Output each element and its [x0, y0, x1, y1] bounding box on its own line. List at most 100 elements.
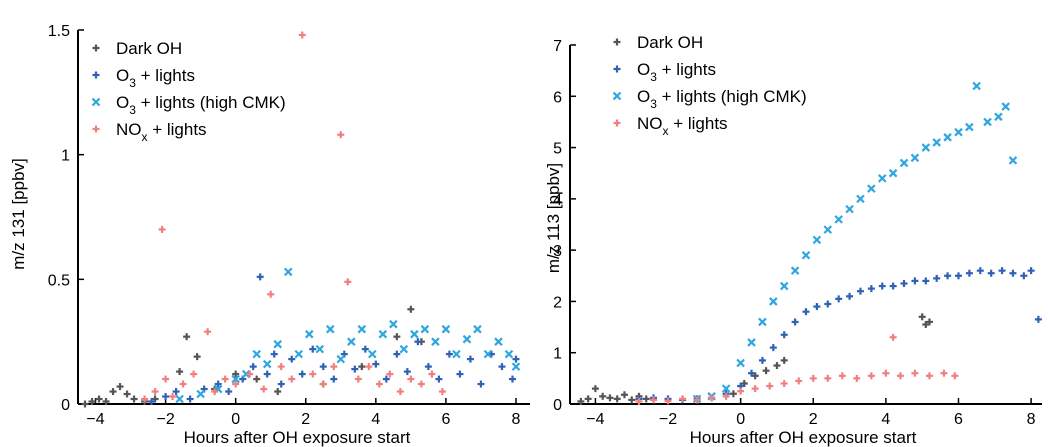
x-tick-label: −4 [586, 411, 604, 428]
data-point [169, 393, 177, 401]
data-point [910, 153, 920, 163]
legend-marker [613, 119, 621, 127]
data-point [823, 225, 833, 234]
data-point [846, 292, 854, 300]
y-tick-label: 0 [553, 397, 562, 414]
data-point [393, 333, 401, 341]
data-point [309, 345, 317, 353]
data-point [758, 317, 767, 327]
legend-marker [613, 38, 621, 46]
y-tick-label: 1 [553, 346, 562, 363]
data-point [762, 367, 770, 375]
data-point [922, 277, 930, 285]
data-point [246, 370, 254, 378]
x-tick-label: 0 [231, 411, 240, 428]
data-point [249, 363, 257, 371]
data-point [204, 328, 212, 336]
data-point [260, 385, 268, 393]
data-point [780, 331, 788, 339]
x-tick-label: −4 [86, 411, 104, 428]
data-point [943, 133, 952, 142]
legend-marker [92, 125, 100, 133]
data-point [252, 349, 261, 359]
legend-label: Dark OH [637, 33, 703, 52]
y-tick-label: 0 [61, 397, 70, 414]
data-point [410, 329, 419, 339]
x-axis-label-left: Hours after OH exposure start [184, 428, 411, 447]
data-point [262, 359, 272, 369]
data-point [428, 370, 436, 378]
series-3 [141, 31, 446, 403]
data-point [748, 369, 756, 377]
data-point [944, 272, 952, 280]
data-point [241, 369, 251, 379]
legend-item: NOx + lights [613, 114, 728, 138]
data-point [867, 184, 876, 193]
data-point [274, 388, 282, 396]
data-point [315, 344, 325, 354]
data-point [193, 353, 201, 361]
data-point [298, 370, 306, 378]
data-point [214, 380, 222, 388]
data-point [998, 267, 1006, 275]
series-2 [692, 81, 1018, 404]
data-point [577, 397, 585, 405]
data-point [151, 395, 159, 403]
data-point [221, 375, 229, 383]
data-point [635, 397, 643, 405]
data-point [965, 122, 974, 132]
y-tick-label: 1 [61, 148, 70, 165]
data-point [729, 390, 737, 398]
data-point [1001, 102, 1010, 111]
data-point [853, 374, 861, 382]
data-point [769, 344, 777, 352]
data-point [628, 396, 636, 404]
data-point [270, 350, 278, 358]
data-point [382, 375, 390, 383]
data-point [889, 333, 897, 341]
x-axis-label-right: Hours after OH exposure start [690, 428, 917, 447]
data-point [918, 313, 926, 321]
data-point [812, 235, 822, 245]
legend-marker [92, 44, 100, 52]
panel-right: m/z 113 [ppbv] Hours after OH exposure s… [544, 33, 1042, 447]
data-point [148, 398, 156, 406]
data-point [473, 324, 482, 334]
data-point [277, 363, 285, 371]
data-point [584, 395, 592, 403]
data-point [95, 395, 103, 403]
legend-left: Dark OH O3 + lights O3 + lights (high CMK)… [91, 39, 286, 144]
x-tick-label: 8 [512, 411, 521, 428]
data-point [747, 338, 756, 347]
data-point [737, 387, 745, 395]
data-point [294, 349, 304, 359]
data-point [365, 363, 373, 371]
data-point [813, 303, 821, 311]
data-point [1034, 315, 1042, 323]
data-point [176, 368, 184, 376]
data-point [123, 390, 131, 398]
data-point [81, 400, 89, 408]
data-point [298, 31, 306, 39]
data-point [431, 337, 440, 346]
y-tick-label: 1.5 [48, 23, 70, 40]
data-point [976, 267, 984, 275]
data-point [899, 158, 909, 168]
data-point [407, 305, 415, 313]
data-point [462, 334, 472, 344]
data-point [288, 355, 296, 363]
data-point [326, 324, 335, 334]
data-point [277, 380, 285, 388]
data-point [845, 204, 854, 214]
data-point [736, 358, 745, 368]
data-point [452, 349, 461, 359]
legend-item: NOx + lights [92, 120, 207, 144]
data-point [319, 363, 327, 371]
legend-item: O3 + lights [613, 60, 716, 84]
data-point [304, 329, 314, 339]
data-point [856, 287, 864, 295]
x-tick-label: 0 [736, 411, 745, 428]
data-point [130, 395, 138, 403]
x-tick-label: 6 [954, 411, 963, 428]
legend-label: Dark OH [116, 39, 182, 58]
